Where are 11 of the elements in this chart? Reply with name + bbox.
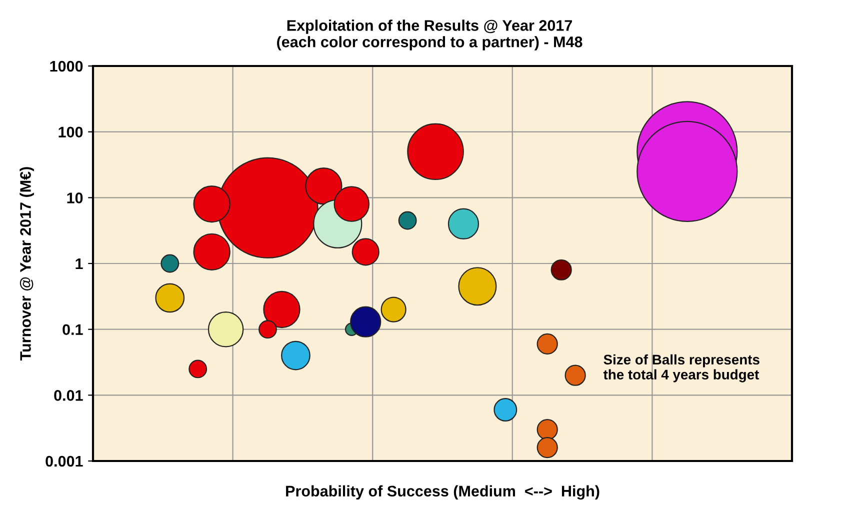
y-tick-label: 10 xyxy=(67,192,83,204)
y-tick-label: 100 xyxy=(58,126,83,138)
y-tick-label: 1 xyxy=(76,258,83,270)
y-tick-label: 0.001 xyxy=(46,456,83,467)
x-axis-title: Probability of Success (Medium <--> High) xyxy=(286,485,600,500)
annotation: Size of Balls represents the total 4 years budget xyxy=(603,354,760,382)
y-tick-label: 1000 xyxy=(50,60,83,72)
y-tick-label: 0.1 xyxy=(62,324,83,336)
y-axis-title: Turnover @ Year 2017 (M€) xyxy=(20,167,34,361)
y-tick-label: 0.01 xyxy=(54,390,83,401)
chart-title: Exploitation of the Results @ Year 2017 (each color correspond to a partner) - M48 xyxy=(277,20,582,50)
